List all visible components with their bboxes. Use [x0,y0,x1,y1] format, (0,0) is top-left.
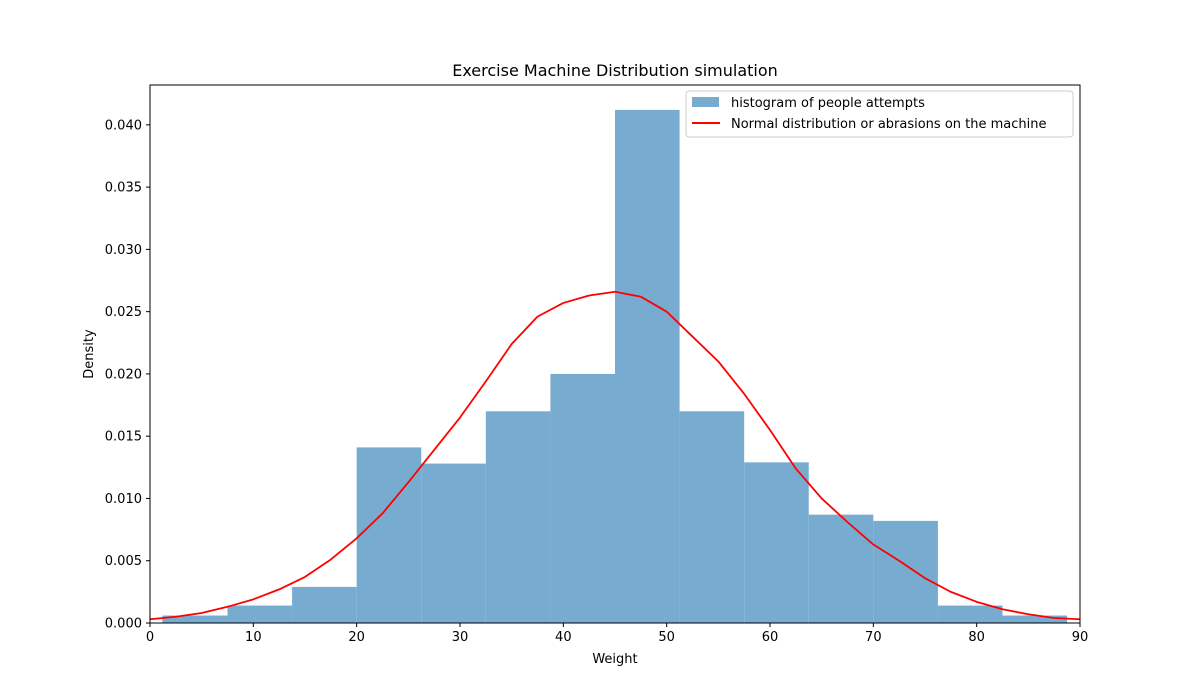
x-axis-label: Weight [592,652,637,667]
histogram-bar [162,615,228,623]
x-axis-ticks: 0 10 20 30 40 50 60 70 80 90 [146,623,1088,645]
x-tick-label: 60 [762,630,779,645]
x-tick-label: 10 [245,630,262,645]
y-tick-label: 0.030 [105,243,142,258]
histogram-bar [808,514,874,623]
histogram-bar [615,109,680,623]
legend-box [685,90,1074,138]
histogram-bar [227,605,293,623]
x-tick-label: 40 [555,630,572,645]
x-tick-label: 50 [658,630,675,645]
histogram-bar [1002,615,1068,623]
legend-swatch-histogram [692,97,719,107]
legend-label-curve: Normal distribution or abrasions on the … [731,117,1047,132]
x-tick-label: 30 [452,630,469,645]
y-tick-label: 0.000 [105,617,142,632]
x-tick-label: 70 [865,630,882,645]
histogram-bar [873,520,938,623]
x-tick-label: 80 [968,630,985,645]
x-tick-label: 0 [146,630,154,645]
y-tick-label: 0.025 [105,305,142,320]
y-axis-ticks: 0.000 0.005 0.010 0.015 0.020 0.025 0.030 0.035… [105,118,150,632]
x-tick-label: 20 [348,630,365,645]
y-tick-label: 0.035 [105,181,142,196]
histogram-bar [744,462,809,623]
histogram-bar [937,605,1003,623]
y-axis-label: Density [82,329,97,379]
histogram-bar [550,373,615,623]
plot-area-frame [149,84,1081,624]
histogram-bar [679,411,745,623]
x-tick-label: 90 [1072,630,1089,645]
histogram-bar [292,586,357,623]
y-tick-label: 0.020 [105,367,142,382]
chart-title: Exercise Machine Distribution simulation [452,61,778,80]
histogram-bar [485,411,551,623]
histogram-bars [162,109,1068,623]
normal-curve [149,290,1081,621]
y-tick-label: 0.040 [105,118,142,133]
histogram-bar [421,463,486,623]
y-tick-label: 0.015 [105,430,142,445]
histogram-bar [356,447,422,623]
legend-label-histogram: histogram of people attempts [731,96,925,111]
y-tick-label: 0.010 [105,492,142,507]
normal-curve-line [149,290,1081,621]
y-tick-label: 0.005 [105,554,142,569]
legend: histogram of people attempts Normal dist… [685,90,1074,138]
